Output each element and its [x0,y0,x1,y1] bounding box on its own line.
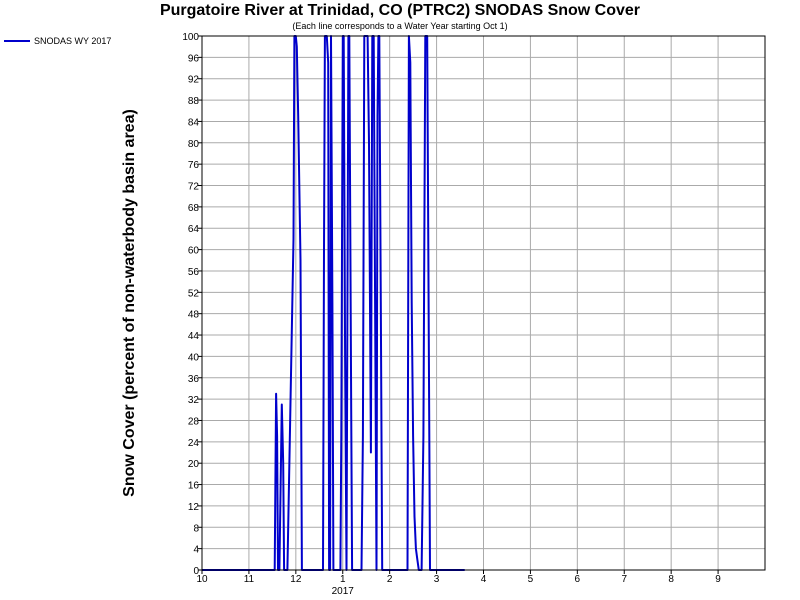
y-tick-label: 48 [188,310,200,321]
x-tick-label: 12 [290,574,302,585]
x-tick-label: 9 [715,574,721,585]
legend-swatch [4,40,30,42]
y-tick-label: 68 [188,203,200,214]
y-ticks: 0481216202428323640444852566064687276808… [182,32,202,577]
y-tick-label: 0 [193,566,199,577]
series-line [202,35,465,571]
y-tick-label: 100 [182,32,199,43]
x-tick-label: 2 [387,574,393,585]
y-tick-label: 84 [188,117,200,128]
x-tick-label: 11 [244,574,255,585]
x-tick-label: 1 [340,574,346,585]
y-tick-label: 44 [188,331,200,342]
y-tick-label: 20 [188,459,200,470]
y-tick-label: 8 [193,523,199,534]
y-tick-label: 52 [188,288,200,299]
y-tick-label: 96 [188,53,200,64]
y-tick-label: 24 [188,438,200,449]
series-layer [202,35,465,571]
x-year-label: 2017 [332,586,355,597]
y-tick-label: 60 [188,246,200,257]
x-tick-label: 10 [196,574,208,585]
y-tick-label: 76 [188,160,200,171]
x-tick-label: 4 [481,574,487,585]
chart-title: Purgatoire River at Trinidad, CO (PTRC2)… [159,2,641,19]
legend: SNODAS WY 2017 [4,36,111,46]
y-tick-label: 16 [188,481,200,492]
y-tick-label: 36 [188,374,200,385]
y-tick-label: 80 [188,139,200,150]
y-tick-label: 56 [188,267,200,278]
x-tick-label: 3 [434,574,440,585]
y-tick-label: 92 [188,75,200,86]
x-tick-label: 7 [621,574,627,585]
y-tick-label: 4 [193,545,199,556]
y-tick-label: 64 [188,224,200,235]
legend-label: SNODAS WY 2017 [34,36,112,46]
y-tick-label: 28 [188,416,200,427]
grid [201,35,765,571]
x-tick-label: 6 [575,574,581,585]
y-tick-label: 32 [188,395,200,406]
y-tick-label: 88 [188,96,200,107]
x-tick-label: 5 [528,574,534,585]
y-tick-label: 72 [188,182,200,193]
chart-subtitle: (Each line corresponds to a Water Year s… [292,21,508,31]
x-tick-label: 8 [668,574,674,585]
y-tick-label: 40 [188,352,200,363]
y-tick-label: 12 [188,502,200,513]
